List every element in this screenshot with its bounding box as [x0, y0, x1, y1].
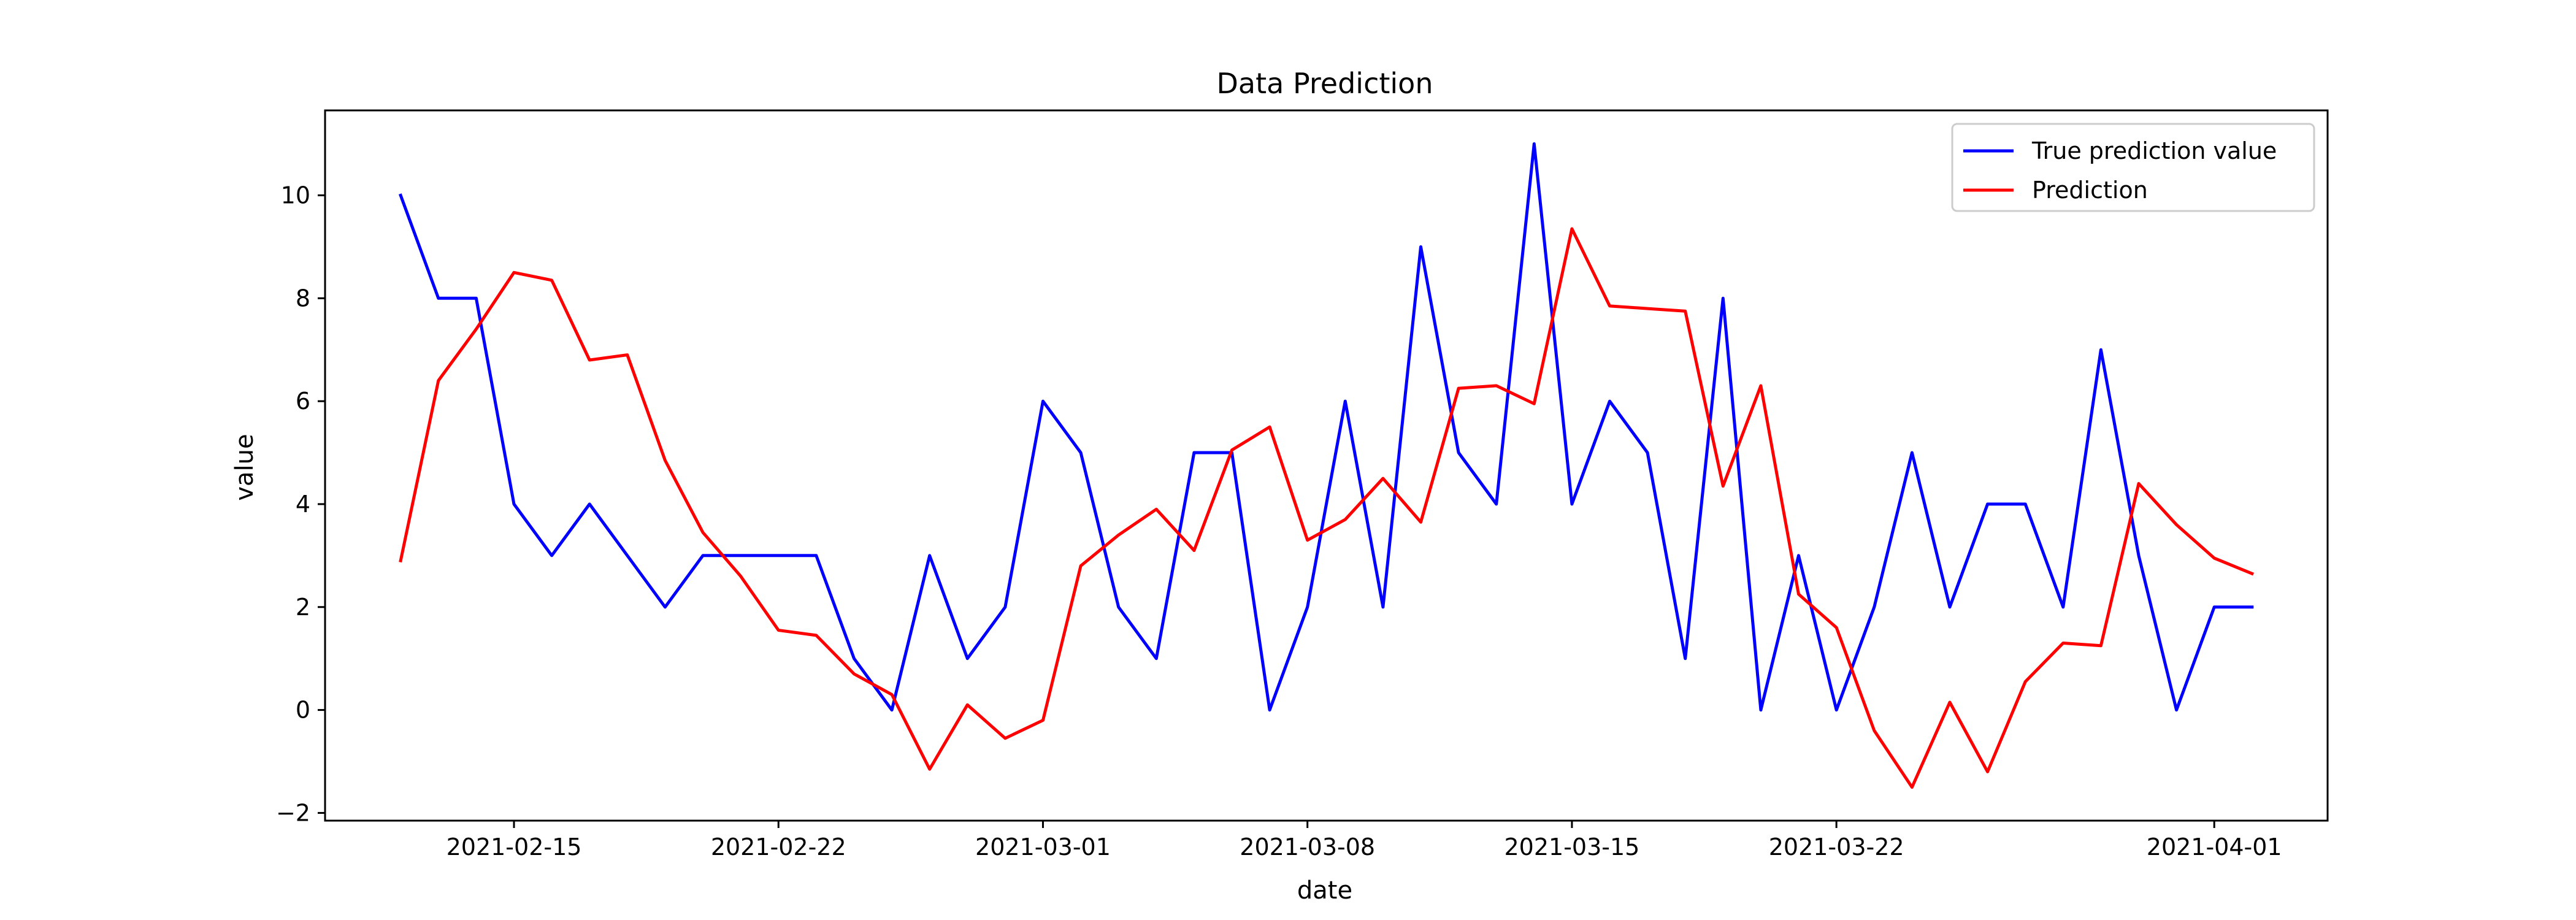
y-tick-label: 6: [296, 388, 310, 415]
x-tick-label: 2021-03-08: [1240, 834, 1375, 861]
x-tick-label: 2021-02-15: [447, 834, 582, 861]
x-tick-label: 2021-03-01: [975, 834, 1111, 861]
x-tick-label: 2021-03-22: [1769, 834, 1904, 861]
plot-area: 2021-02-15 2021-02-22 2021-03-01 2021-03-08…: [276, 109, 2329, 861]
y-tick-label: 2: [296, 594, 310, 621]
legend: True prediction value Prediction: [1951, 123, 2315, 212]
y-tick-label: 4: [296, 491, 310, 518]
x-axis-label: date: [1297, 876, 1352, 905]
series-line-true-value: [398, 142, 2254, 712]
chart-title: Data Prediction: [1217, 67, 1433, 100]
legend-label: True prediction value: [2031, 137, 2277, 164]
legend-label: Prediction: [2032, 177, 2148, 204]
y-tick-label: 8: [296, 285, 310, 312]
legend-box: [1951, 123, 2315, 212]
y-tick-label: 10: [281, 182, 310, 209]
x-tick-label: 2021-03-15: [1505, 834, 1640, 861]
plot-frame: [324, 109, 2329, 822]
y-tick-label: 0: [296, 697, 310, 724]
series-line-prediction: [399, 227, 2255, 789]
y-tick-label: −2: [276, 799, 310, 826]
x-tick-label: 2021-04-01: [2147, 834, 2282, 861]
x-tick-label: 2021-02-22: [711, 834, 846, 861]
y-axis-label: value: [231, 434, 259, 500]
